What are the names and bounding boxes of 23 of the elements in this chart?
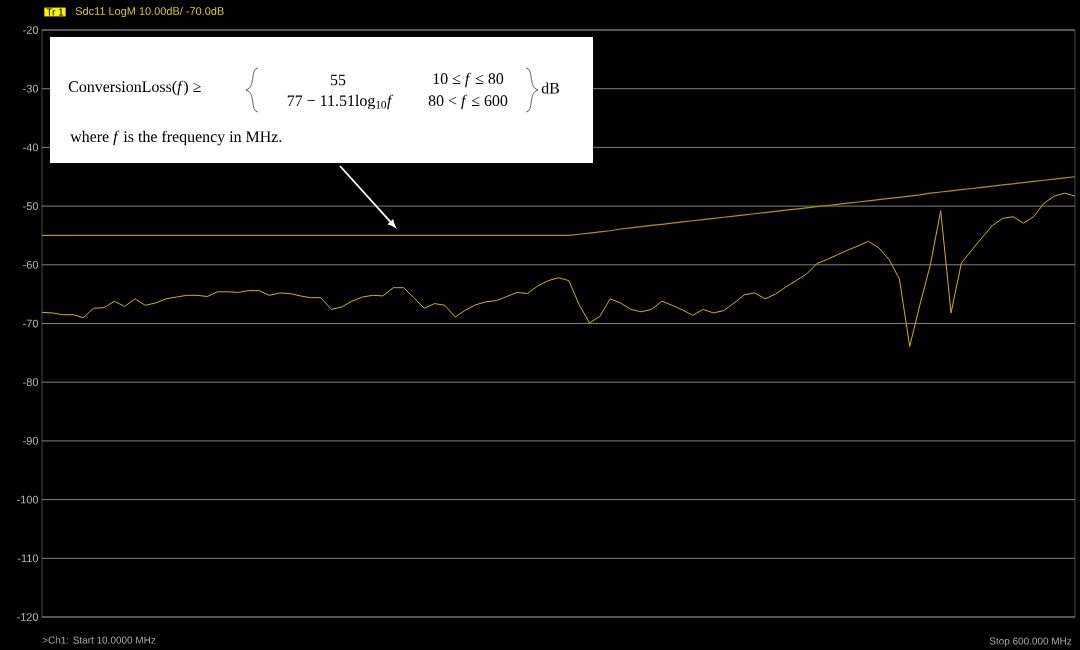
text: Stop 600.000 MHz: [989, 637, 1072, 647]
y-tick-label: -60: [23, 260, 39, 269]
annotation: where f is the frequency in MHz.: [70, 130, 282, 146]
y-tick-label: -40: [23, 143, 39, 152]
annotation: 55: [330, 74, 346, 86]
y-tick-label: -30: [23, 84, 39, 93]
annotation: 80 < f ≤ 600: [428, 94, 508, 110]
y-tick-label: -70: [23, 319, 39, 328]
y-tick-label: -20: [23, 26, 39, 34]
annotation: 77 − 11.51log$_{10}$f: [287, 94, 394, 110]
text: >Ch1: Start 10.0000 MHz: [42, 636, 156, 644]
annotation: 10 ≤ f ≤ 80: [433, 72, 504, 88]
annotation: ConversionLoss(f) ≥: [68, 80, 201, 96]
y-tick-label: -80: [23, 378, 39, 387]
y-tick-label: -100: [17, 495, 39, 504]
text: Tr 1: [46, 8, 64, 16]
chart-title: Sdc11 LogM 10.00dB/ -70.0dB: [75, 6, 224, 18]
y-tick-label: -90: [23, 437, 39, 445]
annotation: dB: [541, 82, 560, 94]
y-tick-label: -110: [17, 554, 39, 563]
y-tick-label: -50: [23, 202, 39, 210]
y-tick-label: -120: [17, 613, 39, 621]
line-series: [42, 192, 1075, 347]
